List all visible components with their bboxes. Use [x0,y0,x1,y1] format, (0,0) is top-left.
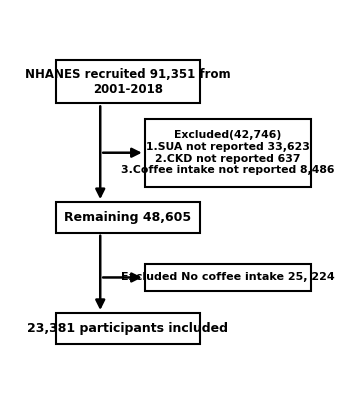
Text: Remaining 48,605: Remaining 48,605 [64,211,192,224]
FancyBboxPatch shape [56,60,200,104]
FancyBboxPatch shape [145,119,311,186]
FancyBboxPatch shape [56,313,200,344]
FancyBboxPatch shape [56,202,200,233]
Text: 23,381 participants included: 23,381 participants included [28,322,228,335]
Text: Excluded(42,746)
1.SUA not reported 33,623
2.CKD not reported 637
3.Coffee intak: Excluded(42,746) 1.SUA not reported 33,6… [121,130,335,175]
FancyBboxPatch shape [145,264,311,291]
Text: NHANES recruited 91,351 from
2001-2018: NHANES recruited 91,351 from 2001-2018 [25,68,231,96]
Text: Excluded No coffee intake 25, 224: Excluded No coffee intake 25, 224 [121,272,335,282]
